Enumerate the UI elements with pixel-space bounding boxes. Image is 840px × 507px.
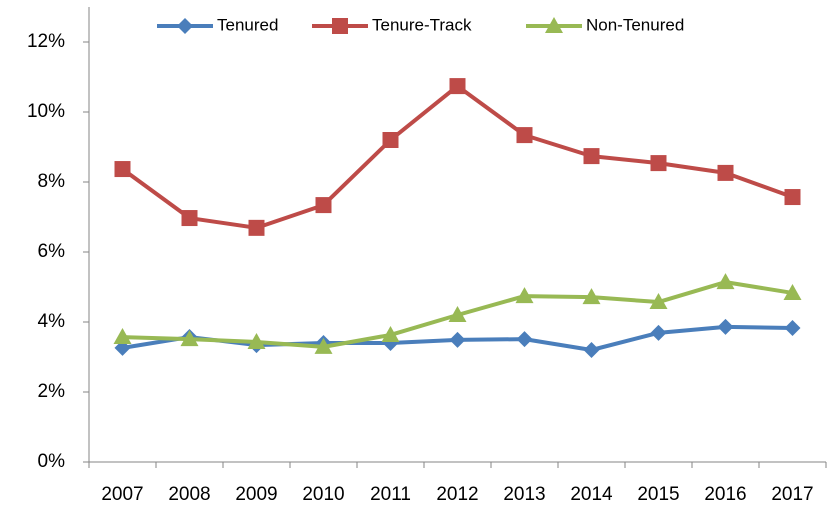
data-point: [783, 283, 802, 300]
data-point: [515, 287, 534, 304]
data-point: [582, 288, 601, 305]
y-tick-label: 6%: [38, 241, 66, 262]
y-tick-label: 8%: [38, 171, 66, 192]
x-tick-label: 2009: [235, 484, 277, 505]
data-point: [716, 273, 735, 290]
legend-marker: [545, 17, 563, 33]
legend-marker: [177, 18, 193, 34]
data-point: [650, 324, 667, 341]
y-tick-label: 2%: [38, 381, 66, 402]
x-tick-label: 2008: [168, 484, 210, 505]
x-tick-label: 2014: [570, 484, 613, 505]
x-tick-label: 2013: [503, 484, 545, 505]
x-tick-label: 2012: [436, 484, 478, 505]
data-point: [717, 318, 734, 335]
y-tick-label: 10%: [27, 101, 65, 122]
data-point: [650, 155, 667, 172]
data-point: [583, 148, 600, 165]
data-point: [649, 293, 668, 310]
data-point: [181, 210, 198, 227]
data-point: [314, 337, 333, 354]
data-point: [114, 161, 131, 178]
data-point: [717, 164, 734, 181]
legend-label: Tenure-Track: [372, 15, 472, 34]
data-point: [449, 78, 466, 95]
data-point: [516, 331, 533, 348]
data-point: [315, 197, 332, 214]
data-point: [516, 127, 533, 144]
x-tick-label: 2007: [101, 484, 143, 505]
y-tick-label: 12%: [27, 31, 65, 52]
x-tick-label: 2010: [302, 484, 344, 505]
data-point: [248, 219, 265, 236]
legend-label: Non-Tenured: [586, 15, 684, 34]
series-line: [121, 84, 794, 230]
x-tick-label: 2016: [704, 484, 746, 505]
data-point: [247, 332, 266, 349]
x-tick-label: 2011: [370, 484, 411, 505]
data-point: [449, 331, 466, 348]
legend-marker: [332, 18, 348, 34]
data-point: [784, 319, 801, 336]
data-point: [180, 330, 199, 347]
y-tick-label: 4%: [38, 311, 66, 332]
data-point: [583, 342, 600, 358]
data-point: [448, 306, 467, 322]
y-tick-label: 0%: [38, 451, 66, 472]
data-point: [784, 189, 801, 206]
x-tick-label: 2015: [637, 484, 679, 505]
x-tick-label: 2017: [771, 484, 813, 505]
data-point: [382, 132, 399, 148]
legend-label: Tenured: [217, 15, 278, 34]
data-point: [381, 325, 400, 342]
data-point: [113, 328, 132, 345]
